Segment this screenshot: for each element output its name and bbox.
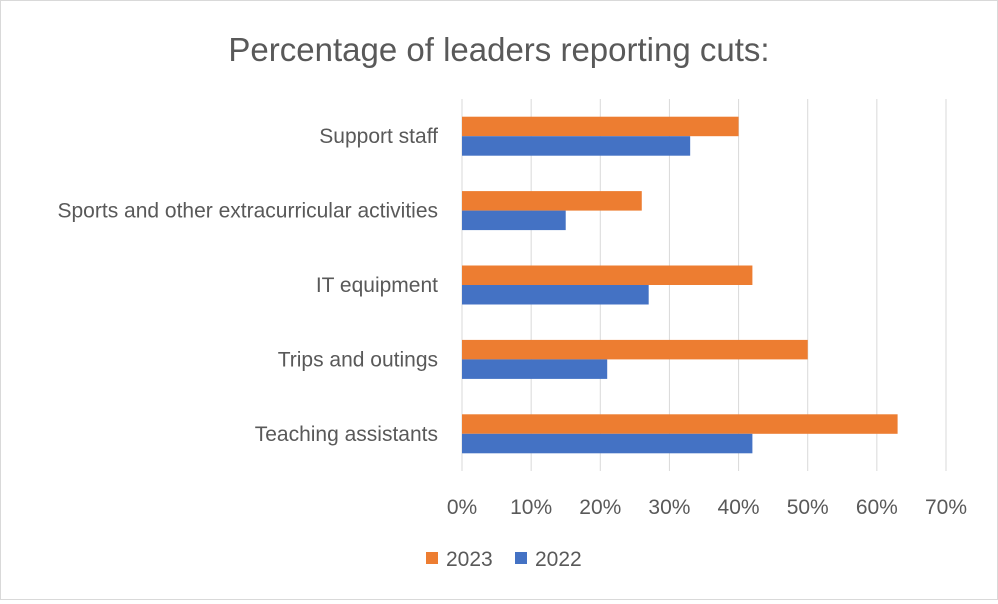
bar-2022-sports-and-other-extracurricular-activities: [462, 210, 566, 231]
category-label: Trips and outings: [278, 348, 438, 371]
category-label: Teaching assistants: [255, 423, 438, 446]
legend-swatch-2023: [426, 552, 438, 564]
x-tick-labels: 0% 10% 20% 30% 40% 50% 60% 70%: [447, 496, 967, 519]
x-tick-label: 10%: [510, 496, 552, 519]
bar-2022-trips-and-outings: [462, 359, 608, 379]
category-label: Sports and other extracurricular activit…: [58, 200, 439, 223]
bar-2022-it-equipment: [462, 285, 649, 305]
bar-2023-it-equipment: [462, 265, 753, 285]
chart-title: Percentage of leaders reporting cuts:: [228, 31, 769, 68]
legend-label-2022: 2022: [535, 548, 582, 571]
category-label: IT equipment: [316, 274, 438, 297]
x-tick-label: 50%: [787, 496, 829, 519]
x-tick-label: 30%: [648, 496, 690, 519]
bar-2022-teaching-assistants: [462, 433, 753, 454]
x-tick-label: 0%: [447, 496, 477, 519]
category-label: Support staff: [319, 125, 438, 148]
x-tick-label: 40%: [718, 496, 760, 519]
bar-2022-support-staff: [462, 136, 691, 156]
category-labels: Teaching assistants Trips and outings IT e…: [58, 125, 439, 446]
bar-2023-sports-and-other-extracurricular-activities: [462, 191, 642, 211]
bar-2023-support-staff: [462, 116, 739, 137]
x-tick-label: 70%: [925, 496, 967, 519]
x-tick-label: 20%: [579, 496, 621, 519]
bar-2023-teaching-assistants: [462, 414, 898, 434]
bars: [462, 116, 898, 454]
legend-label-2023: 2023: [446, 548, 493, 571]
bar-2023-trips-and-outings: [462, 339, 808, 360]
legend: 2023 2022: [426, 548, 582, 571]
legend-swatch-2022: [515, 552, 527, 564]
x-tick-label: 60%: [856, 496, 898, 519]
